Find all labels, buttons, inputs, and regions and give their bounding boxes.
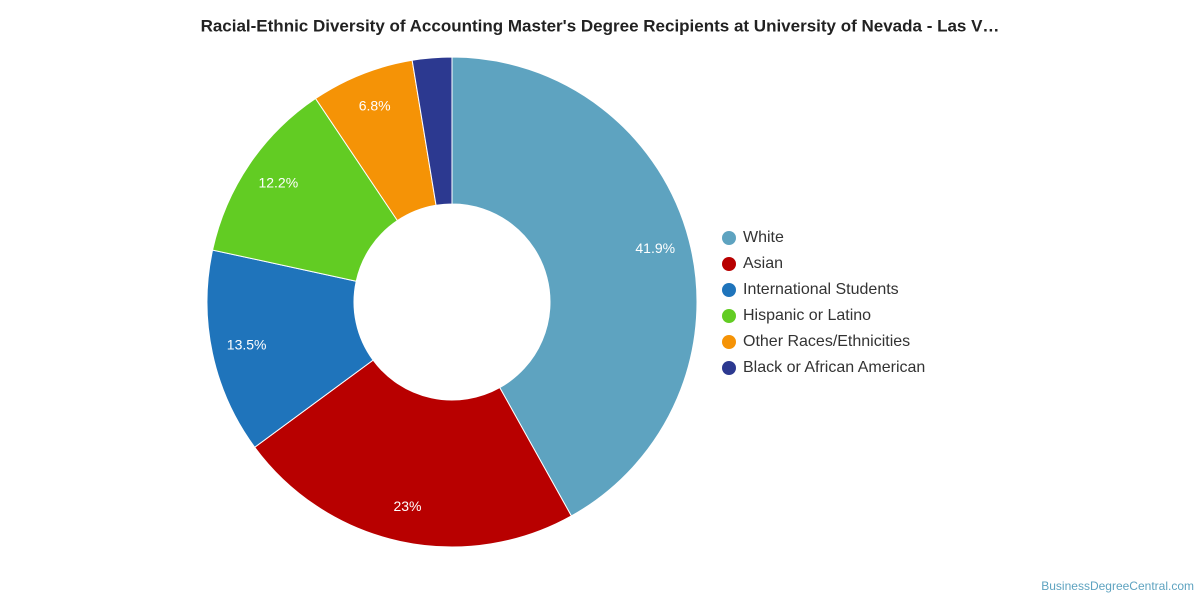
legend-label: Asian: [743, 255, 783, 272]
legend-label: Other Races/Ethnicities: [743, 333, 910, 350]
value-label: 41.9%: [635, 240, 675, 256]
legend-label: White: [743, 229, 784, 246]
value-label: 12.2%: [258, 175, 298, 191]
legend-label: Black or African American: [743, 359, 925, 376]
chart-title: Racial-Ethnic Diversity of Accounting Ma…: [201, 16, 1000, 35]
value-label: 6.8%: [359, 97, 391, 113]
slice: [211, 97, 399, 282]
legend-marker: [722, 231, 736, 245]
legend-marker: [722, 309, 736, 323]
value-label: 23%: [393, 498, 421, 514]
source: BusinessDegreeCentral.com: [1041, 579, 1194, 593]
legend-marker: [722, 257, 736, 271]
slice: [254, 359, 573, 548]
legend-label: International Students: [743, 281, 899, 298]
slice: [411, 56, 453, 206]
legend-marker: [722, 361, 736, 375]
legend-marker: [722, 335, 736, 349]
slice: [451, 56, 698, 517]
legend-marker: [722, 283, 736, 297]
slice: [206, 249, 374, 448]
value-label: 13.5%: [227, 337, 267, 353]
legend-label: Hispanic or Latino: [743, 307, 871, 324]
